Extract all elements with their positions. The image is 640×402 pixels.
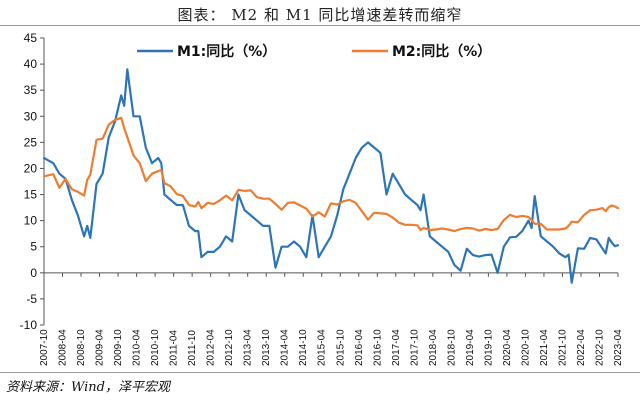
x-tick-label: 2009-10 [113,329,124,366]
x-tick-label: 2011-10 [187,330,198,366]
x-tick-label: 2017-10 [409,329,420,366]
y-tick-label: 5 [30,240,37,254]
x-tick-label: 2014-10 [298,329,309,366]
x-tick-label: 2012-10 [224,329,235,366]
x-tick-label: 2021-04 [539,329,550,366]
x-tick-label: 2012-04 [206,329,217,366]
x-tick-label: 2015-10 [335,329,346,366]
chart-title: 图表： M2 和 M1 同比增速差转而缩窄 [177,6,463,24]
chart-legend: M1:同比（%） M2:同比（%） [137,43,491,60]
x-tick-label: 2022-10 [594,329,605,366]
x-tick-label: 2008-04 [58,329,69,366]
y-tick-label: 30 [24,109,38,123]
y-tick-label: 25 [24,135,38,149]
legend-label-m2: M2:同比（%） [392,43,491,60]
y-tick-label: 0 [30,266,37,280]
x-tick-label: 2020-04 [502,329,513,366]
y-tick-label: -10 [20,318,38,332]
y-tick-label: 15 [24,188,38,202]
x-tick-label: 2014-04 [280,329,291,366]
y-tick-label: 10 [24,214,38,228]
x-tick-label: 2016-04 [354,329,365,366]
legend-label-m1: M1:同比（%） [177,43,276,60]
x-tick-label: 2018-04 [428,329,439,366]
x-tick-label: 2020-10 [520,329,531,366]
plot-area [42,68,620,284]
x-tick-label: 2023-04 [613,329,624,366]
x-tick-label: 2015-04 [317,329,328,366]
x-tick-label: 2008-10 [76,329,87,366]
y-tick-label: 40 [24,57,38,71]
x-tick-label: 2007-10 [39,329,50,366]
bottom-rule [0,372,640,373]
top-rule [0,25,640,26]
x-tick-label: 2019-10 [483,329,494,366]
x-tick-label: 2016-10 [372,329,383,366]
x-tick-label: 2021-10 [557,329,568,366]
source-note: 资料来源：Wind，泽平宏观 [6,380,170,395]
x-tick-label: 2013-10 [261,329,272,366]
series-line-m1 [42,68,620,284]
x-tick-label: 2018-10 [446,329,457,366]
x-tick-label: 2011-04 [169,330,180,366]
x-tick-label: 2019-04 [465,329,476,366]
series-line-m2 [42,116,620,233]
x-tick-label: 2017-04 [391,329,402,366]
x-tick-label: 2010-10 [150,329,161,366]
line-chart: -10 -5 0 5 10 15 20 25 30 35 40 45 2007-10 2008-04 200… [20,31,624,366]
y-tick-label: 35 [24,83,38,97]
y-tick-label: 45 [24,31,38,45]
y-tick-label: -5 [26,292,37,306]
x-tick-label: 2009-04 [95,329,106,366]
x-tick-label: 2022-04 [576,329,587,366]
y-tick-label: 20 [24,161,38,175]
x-tick-label: 2013-04 [243,329,254,366]
x-tick-label: 2010-04 [132,329,143,366]
chart-axes: -10 -5 0 5 10 15 20 25 30 35 40 45 2007-10 2008-04 200… [20,31,624,366]
